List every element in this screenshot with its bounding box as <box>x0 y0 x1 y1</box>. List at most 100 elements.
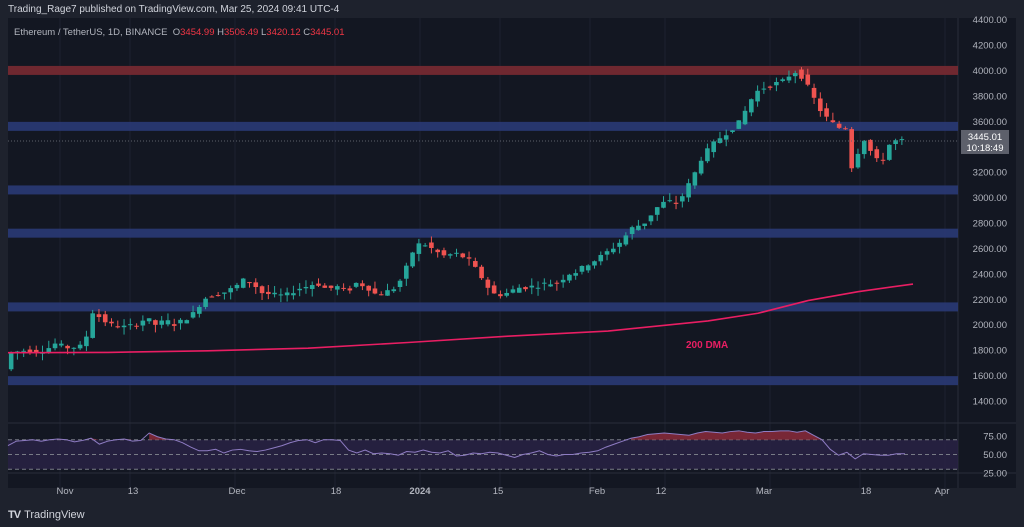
candle-down[interactable] <box>102 314 108 323</box>
candle-up[interactable] <box>516 287 522 293</box>
candle-up[interactable] <box>121 325 127 328</box>
candle-down[interactable] <box>874 149 880 159</box>
candle-up[interactable] <box>661 201 666 208</box>
candle-up[interactable] <box>272 292 277 295</box>
candle-up[interactable] <box>899 139 905 141</box>
candle-up[interactable] <box>780 79 785 81</box>
ma-200-line[interactable] <box>7 283 914 354</box>
candle-down[interactable] <box>836 123 842 128</box>
candle-up[interactable] <box>197 307 202 314</box>
candle-down[interactable] <box>360 283 365 287</box>
candle-up[interactable] <box>560 279 566 283</box>
candle-up[interactable] <box>178 319 183 324</box>
candle-down[interactable] <box>818 98 823 112</box>
candle-up[interactable] <box>585 265 591 271</box>
candle-up[interactable] <box>278 294 284 296</box>
candle-up[interactable] <box>542 282 547 284</box>
candle-up[interactable] <box>303 286 309 289</box>
candle-up[interactable] <box>59 343 64 346</box>
candle-down[interactable] <box>316 283 321 286</box>
candle-up[interactable] <box>755 90 760 102</box>
candle-down[interactable] <box>824 108 829 117</box>
candle-down[interactable] <box>153 320 158 325</box>
tradingview-logo[interactable]: TV TradingView <box>8 509 85 521</box>
candle-up[interactable] <box>291 293 296 296</box>
candle-up[interactable] <box>454 252 459 254</box>
candle-up[interactable] <box>8 352 14 370</box>
candle-up[interactable] <box>410 252 415 267</box>
candle-up[interactable] <box>579 265 585 272</box>
candle-up[interactable] <box>598 254 604 262</box>
candle-up[interactable] <box>535 287 541 289</box>
candle-down[interactable] <box>115 326 121 328</box>
candle-up[interactable] <box>529 285 535 288</box>
candle-up[interactable] <box>447 254 453 256</box>
candle-up[interactable] <box>335 286 340 290</box>
level-band-3560[interactable] <box>8 121 958 131</box>
candle-down[interactable] <box>849 129 854 169</box>
candle-down[interactable] <box>523 287 528 290</box>
candle-down[interactable] <box>805 74 811 85</box>
candle-up[interactable] <box>397 280 403 287</box>
candle-down[interactable] <box>429 242 434 248</box>
candle-down[interactable] <box>347 288 353 291</box>
level-band-1560[interactable] <box>8 376 958 386</box>
candle-up[interactable] <box>21 350 26 352</box>
candle-up[interactable] <box>648 215 654 222</box>
candle-down[interactable] <box>171 324 177 326</box>
candle-up[interactable] <box>240 278 246 288</box>
candle-up[interactable] <box>604 251 610 255</box>
candle-up[interactable] <box>611 248 616 253</box>
candle-up[interactable] <box>548 284 553 287</box>
candle-up[interactable] <box>84 336 89 347</box>
candle-up[interactable] <box>297 288 302 291</box>
candle-up[interactable] <box>861 140 867 155</box>
candle-up[interactable] <box>887 144 892 160</box>
candle-down[interactable] <box>378 294 384 296</box>
candle-down[interactable] <box>811 87 817 98</box>
candle-up[interactable] <box>705 148 710 162</box>
candle-up[interactable] <box>510 289 516 293</box>
candle-down[interactable] <box>33 349 39 353</box>
candle-down[interactable] <box>215 295 221 297</box>
candle-up[interactable] <box>723 135 729 140</box>
candle-up[interactable] <box>623 235 629 245</box>
candle-up[interactable] <box>284 292 290 296</box>
candle-up[interactable] <box>184 320 190 324</box>
candle-down[interactable] <box>830 120 836 123</box>
candle-up[interactable] <box>222 292 227 294</box>
candle-down[interactable] <box>96 314 102 318</box>
candle-up[interactable] <box>698 160 704 174</box>
candle-up[interactable] <box>636 225 641 231</box>
candle-up[interactable] <box>404 265 409 279</box>
candle-down[interactable] <box>322 285 328 288</box>
candle-up[interactable] <box>422 245 428 247</box>
level-band-3060[interactable] <box>8 185 958 195</box>
candle-up[interactable] <box>642 223 647 226</box>
level-band-2720[interactable] <box>8 228 958 238</box>
candle-down[interactable] <box>27 349 33 353</box>
candle-up[interactable] <box>742 110 748 125</box>
candle-up[interactable] <box>234 284 240 289</box>
candle-down[interactable] <box>466 257 472 259</box>
candle-up[interactable] <box>391 289 397 292</box>
candle-up[interactable] <box>146 318 152 322</box>
candle-down[interactable] <box>491 285 497 294</box>
candle-up[interactable] <box>309 285 315 289</box>
candle-up[interactable] <box>730 130 735 132</box>
candle-up[interactable] <box>654 207 660 215</box>
candle-down[interactable] <box>366 285 371 291</box>
candle-down[interactable] <box>473 261 478 267</box>
candle-up[interactable] <box>46 348 52 353</box>
candle-down[interactable] <box>259 286 265 294</box>
candle-down[interactable] <box>485 279 491 288</box>
candle-down[interactable] <box>209 296 215 298</box>
candle-up[interactable] <box>203 298 208 307</box>
candle-up[interactable] <box>77 344 83 349</box>
candle-down[interactable] <box>328 285 334 288</box>
candle-down[interactable] <box>441 250 447 256</box>
candle-up[interactable] <box>749 99 754 113</box>
candle-up[interactable] <box>190 312 196 318</box>
level-band-4000[interactable] <box>8 65 958 75</box>
candle-down[interactable] <box>843 128 848 130</box>
